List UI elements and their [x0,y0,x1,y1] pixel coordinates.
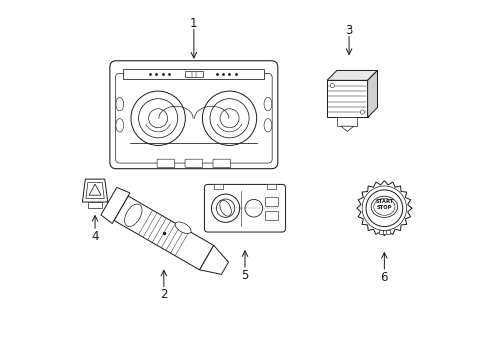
Polygon shape [86,183,104,198]
FancyBboxPatch shape [116,73,272,163]
FancyBboxPatch shape [157,159,175,168]
Bar [379,230,390,234]
Circle shape [212,194,240,222]
Text: 2: 2 [160,288,168,301]
Text: START
STOP: START STOP [375,199,393,210]
FancyBboxPatch shape [185,159,203,168]
Bar [185,71,203,77]
Ellipse shape [374,198,395,215]
Ellipse shape [371,196,397,217]
Ellipse shape [124,204,142,226]
Bar [123,69,265,79]
Text: 4: 4 [91,230,99,243]
Circle shape [366,190,403,226]
Polygon shape [341,126,354,131]
Circle shape [220,109,239,128]
Circle shape [330,84,335,88]
Bar [214,184,223,189]
Circle shape [148,109,168,128]
Ellipse shape [264,118,272,132]
Polygon shape [82,179,108,202]
Bar [265,211,278,220]
Text: 6: 6 [381,270,388,284]
FancyBboxPatch shape [110,61,278,169]
Circle shape [210,99,249,138]
Text: 5: 5 [241,269,249,282]
Ellipse shape [264,98,272,111]
Polygon shape [114,196,214,270]
Ellipse shape [220,200,231,216]
Circle shape [139,99,178,138]
Ellipse shape [175,222,191,234]
Bar [267,184,276,189]
Polygon shape [199,246,228,274]
Bar [265,197,278,206]
Text: 1: 1 [190,17,197,30]
Circle shape [217,199,235,217]
Polygon shape [89,184,101,195]
Ellipse shape [116,98,123,111]
FancyBboxPatch shape [204,184,286,232]
Circle shape [362,186,407,230]
Circle shape [202,91,257,145]
Circle shape [245,199,263,217]
Bar [337,117,357,126]
Polygon shape [101,188,130,224]
Polygon shape [327,71,377,80]
Text: 3: 3 [345,23,353,37]
Ellipse shape [116,118,123,132]
Circle shape [360,110,365,114]
Bar [88,202,102,208]
FancyBboxPatch shape [213,159,231,168]
Bar [327,80,368,117]
Polygon shape [368,71,377,117]
Circle shape [131,91,185,145]
